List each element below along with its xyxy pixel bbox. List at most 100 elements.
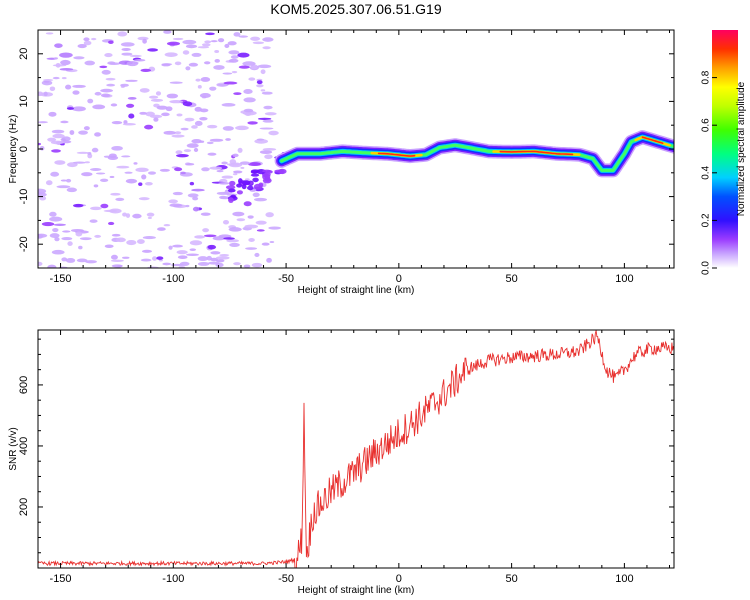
heatmap-noise-blob: [144, 124, 154, 130]
heatmap-noise-blob: [238, 65, 250, 69]
heatmap-noise-blob: [161, 63, 171, 67]
heatmap-ridge-peak: [499, 150, 574, 156]
heatmap-noise-blob: [261, 91, 273, 95]
heatmap-noise-blob: [111, 233, 121, 237]
heatmap-y-tick-label: 10: [18, 95, 30, 107]
heatmap-noise-blob: [139, 111, 147, 115]
heatmap-noise-blob: [109, 62, 121, 66]
colorbar-tick-label: 0.6: [701, 118, 712, 132]
heatmap-y-tick-label: 0: [18, 146, 30, 152]
heatmap-noise-blob: [127, 96, 137, 100]
snr-x-tick-label: 50: [505, 573, 517, 585]
heatmap-noise-blob: [233, 262, 241, 266]
heatmap-noise-blob: [226, 163, 240, 166]
heatmap-noise-blob: [251, 262, 263, 268]
heatmap-noise-blob: [142, 236, 156, 240]
heatmap-noise-blob: [189, 248, 197, 252]
heatmap-noise-blob: [226, 239, 239, 243]
heatmap-noise-blob: [72, 90, 80, 95]
heatmap-noise-blob: [254, 252, 260, 257]
heatmap-noise-blob: [104, 244, 114, 248]
snr-series-line: [38, 330, 674, 568]
heatmap-noise-blob: [157, 227, 166, 231]
heatmap-noise-blob: [262, 119, 274, 123]
heatmap-noise-blob: [145, 111, 155, 117]
heatmap-noise-blob: [214, 49, 220, 53]
heatmap-noise-blob: [126, 240, 137, 246]
heatmap-noise-blob: [163, 30, 172, 34]
heatmap-noise-blob: [245, 247, 258, 250]
heatmap-noise-blob: [247, 215, 254, 219]
heatmap-noise-blob: [252, 177, 259, 183]
heatmap-noise-blob: [204, 234, 217, 238]
heatmap-noise-blob: [215, 262, 224, 268]
heatmap-noise-blob: [206, 141, 214, 145]
heatmap-noise-blob: [175, 150, 183, 155]
heatmap-noise-blob: [66, 187, 78, 193]
heatmap-noise-blob: [240, 166, 245, 170]
heatmap-noise-blob: [108, 40, 114, 45]
snr-y-tick-label: 600: [18, 376, 30, 394]
heatmap-noise-blob: [232, 153, 239, 158]
heatmap-noise-blob: [256, 138, 265, 141]
heatmap-noise-blob: [203, 61, 211, 65]
heatmap-noise-blob: [243, 264, 251, 268]
heatmap-noise-blob: [39, 196, 47, 201]
heatmap-x-tick-label: 0: [396, 273, 402, 285]
heatmap-noise-blob: [52, 228, 59, 233]
heatmap-noise-blob: [183, 149, 192, 153]
heatmap-y-label: Frequency (Hz): [8, 115, 19, 184]
heatmap-noise-blob: [194, 235, 205, 239]
heatmap-y-axis: -20 -10 0 10 20: [18, 29, 674, 269]
heatmap-noise-blob: [180, 171, 186, 175]
heatmap-noise-blob: [89, 206, 102, 211]
heatmap-noise-blob: [248, 238, 255, 242]
heatmap-noise-blob: [189, 240, 203, 246]
heatmap-noise-blob: [228, 58, 239, 63]
heatmap-noise-blob: [121, 155, 131, 158]
heatmap-noise-blob: [252, 41, 265, 45]
heatmap-noise-blob: [60, 179, 68, 182]
heatmap-noise-blob: [134, 58, 146, 62]
heatmap-noise-layer: [38, 30, 289, 268]
heatmap-noise-blob: [110, 103, 118, 107]
heatmap-noise-blob: [268, 226, 281, 230]
heatmap-noise-blob: [199, 117, 208, 121]
heatmap-noise-blob: [174, 167, 183, 172]
heatmap-noise-blob: [111, 264, 123, 268]
heatmap-noise-blob: [75, 231, 83, 237]
heatmap-noise-blob: [248, 77, 256, 81]
heatmap-noise-blob: [201, 167, 210, 172]
heatmap-noise-blob: [200, 212, 211, 216]
heatmap-noise-blob: [121, 47, 131, 51]
heatmap-noise-blob: [174, 61, 182, 66]
heatmap-ridge-layer: [274, 130, 674, 178]
heatmap-noise-blob: [71, 106, 86, 112]
heatmap-noise-blob: [262, 147, 277, 151]
heatmap-noise-blob: [216, 83, 229, 86]
heatmap-noise-blob: [235, 125, 249, 131]
chart-title: KOM5.2025.307.06.51.G19: [270, 1, 441, 17]
snr-y-tick-label: 400: [18, 437, 30, 455]
heatmap-noise-blob: [169, 203, 183, 207]
heatmap-noise-blob: [239, 161, 251, 165]
heatmap-noise-blob: [100, 203, 109, 209]
heatmap-noise-blob: [162, 262, 172, 266]
heatmap-noise-blob: [218, 181, 230, 185]
heatmap-noise-blob: [222, 72, 233, 75]
heatmap-noise-blob: [94, 234, 102, 238]
heatmap-noise-blob: [250, 173, 260, 177]
heatmap-noise-blob: [156, 105, 168, 110]
heatmap-noise-blob: [106, 83, 116, 87]
heatmap-noise-blob: [53, 223, 66, 226]
heatmap-noise-blob: [264, 176, 271, 182]
heatmap-noise-blob: [122, 212, 128, 217]
heatmap-noise-blob: [200, 77, 211, 82]
heatmap-noise-blob: [79, 237, 92, 241]
heatmap-noise-blob: [38, 142, 42, 146]
heatmap-noise-blob: [228, 180, 236, 186]
heatmap-noise-blob: [260, 69, 266, 75]
heatmap-noise-blob: [61, 237, 73, 241]
heatmap-x-tick-label: 100: [615, 273, 633, 285]
